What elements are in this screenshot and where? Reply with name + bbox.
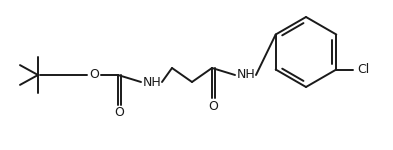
Text: Cl: Cl (357, 63, 369, 76)
Text: O: O (89, 69, 99, 81)
Text: NH: NH (143, 75, 162, 88)
Text: NH: NH (237, 69, 255, 81)
Text: O: O (114, 106, 124, 120)
Text: O: O (208, 99, 218, 112)
